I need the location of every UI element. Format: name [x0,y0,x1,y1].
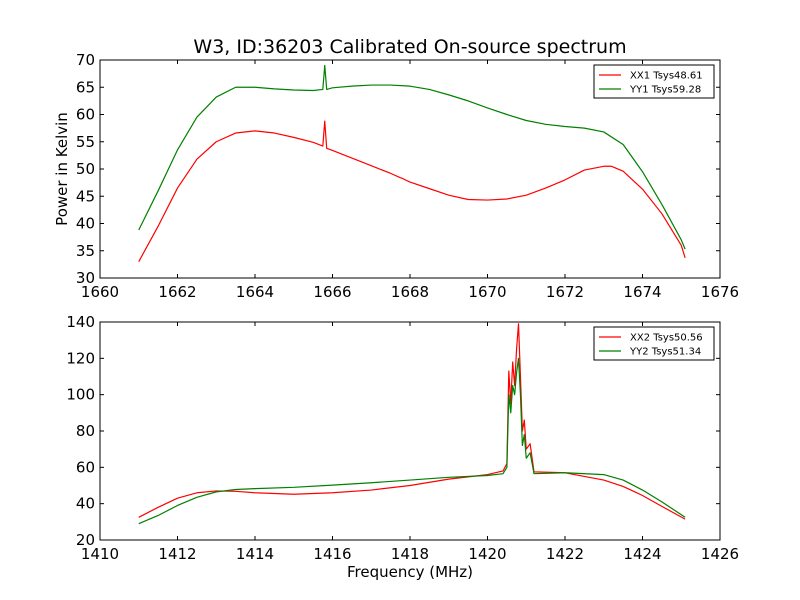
legend-box [593,64,715,99]
series-line-xx1-tsys48-61 [138,120,686,262]
x-tick-label: 1670 [468,283,506,301]
y-tick-label: 70 [76,51,95,69]
y-tick-label: 50 [76,160,95,178]
legend-label: YY1 Tsys59.28 [629,85,701,96]
x-tick-label: 1426 [701,545,739,563]
y-tick-label: 40 [76,215,95,233]
bottom-panel-spectrum-1410-1426: 1410 1412 1414 1416 1418 1420 1422 1424 1426 20 40… [66,313,739,581]
y-tick-label: 140 [66,313,95,331]
y-tick-label: 40 [76,495,95,513]
x-tick-label: 1416 [313,545,351,563]
legend-box [593,326,715,361]
series-line-yy2-tsys51-34 [138,357,686,525]
x-tick-label: 1674 [623,283,661,301]
y-tick-label: 80 [76,422,95,440]
y-tick-label: 20 [76,531,95,549]
x-tick-label: 1418 [391,545,429,563]
top-panel-spectrum-1660-1676: 1660 1662 1664 1666 1668 1670 1672 1674 1676 30 35… [53,51,739,301]
y-axis-label: Power in Kelvin [53,112,71,226]
x-tick-label: 1676 [701,283,739,301]
x-tick-label: 1668 [391,283,429,301]
x-tick-label: 1664 [236,283,274,301]
x-tick-label: 1412 [158,545,196,563]
y-tick-label: 65 [76,78,95,96]
x-tick-label: 1660 [81,283,119,301]
y-tick-label: 60 [76,106,95,124]
x-tick-label: 1422 [546,545,584,563]
legend: XX2 Tsys50.56 YY2 Tsys51.34 [593,326,715,361]
x-tick-label: 1410 [81,545,119,563]
y-tick-label: 55 [76,133,95,151]
x-tick-label: 1672 [546,283,584,301]
y-tick-label: 100 [66,386,95,404]
x-tick-label: 1424 [623,545,661,563]
legend-label: XX1 Tsys48.61 [630,71,703,82]
series-line-yy1-tsys59-28 [138,64,686,250]
y-tick-label: 45 [76,187,95,205]
legend-label: XX2 Tsys50.56 [630,333,703,344]
y-tick-label: 35 [76,242,95,260]
x-tick-label: 1414 [236,545,274,563]
series-line-xx2-tsys50-56 [138,323,686,520]
y-tick-label: 30 [76,269,95,287]
x-tick-label: 1666 [313,283,351,301]
legend-label: YY2 Tsys51.34 [629,347,701,358]
y-tick-label: 120 [66,349,95,367]
x-tick-label: 1662 [158,283,196,301]
y-tick-label: 60 [76,458,95,476]
x-axis-label: Frequency (MHz) [347,563,473,581]
x-tick-label: 1420 [468,545,506,563]
chart-title: W3, ID:36203 Calibrated On-source spectr… [193,36,626,58]
legend: XX1 Tsys48.61 YY1 Tsys59.28 [593,64,715,99]
